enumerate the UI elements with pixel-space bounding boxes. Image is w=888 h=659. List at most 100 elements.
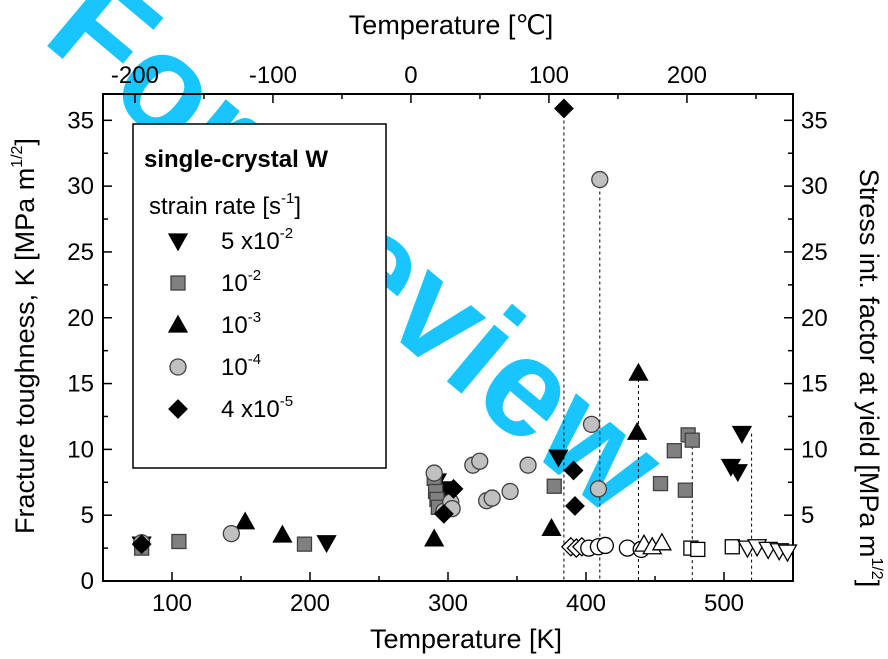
y-axis-label-left-end: ] xyxy=(10,138,40,146)
legend-triangle-up-icon xyxy=(167,314,189,333)
triangle-up-point xyxy=(424,528,445,547)
legend-entry-label: 4 x10-5 xyxy=(221,393,293,423)
y-axis-label-right-end: ] xyxy=(854,580,884,588)
legend-entry-label: 5 x10-2 xyxy=(221,225,293,255)
circle-point xyxy=(591,170,609,189)
y-tick-label-right: 25 xyxy=(801,239,828,266)
data-markers xyxy=(131,98,753,556)
x-tick-label-bottom: 200 xyxy=(290,590,330,617)
square-point xyxy=(171,533,187,550)
y-axis-label-right-sup: 1/2 xyxy=(868,557,885,579)
diamond-point xyxy=(563,460,584,481)
y-tick-label-left: 10 xyxy=(67,436,94,463)
open-triangle-up-point xyxy=(651,532,673,551)
circle-point xyxy=(501,482,519,501)
triangle-down-point xyxy=(731,425,753,444)
legend-entry-exponent: -3 xyxy=(248,309,261,326)
legend-entry-base: 5 x10 xyxy=(221,228,280,255)
open-square-point xyxy=(690,541,706,558)
open-triangle-down-point xyxy=(777,544,798,563)
y-axis-label-left: Fracture toughness, K [MPa m1/2] xyxy=(9,138,40,534)
triangle-up-point xyxy=(626,421,648,440)
y-tick-label-right: 35 xyxy=(801,107,828,134)
circle-point xyxy=(471,452,489,470)
diamond-point xyxy=(433,503,454,524)
circle-point xyxy=(589,480,608,498)
y-tick-label-left: 30 xyxy=(67,173,94,200)
circle-point xyxy=(519,456,537,474)
legend-triangle-down-icon xyxy=(167,233,189,252)
x-tick-label-top: -200 xyxy=(111,62,159,89)
diamond-point xyxy=(565,496,585,516)
square-point xyxy=(677,482,694,498)
x-tick-label-bottom: 100 xyxy=(152,590,192,617)
legend-entry-exponent: -2 xyxy=(248,267,261,284)
diamond-point xyxy=(131,534,152,555)
y-tick-label-left: 0 xyxy=(81,568,94,595)
circle-point xyxy=(222,524,240,543)
legend-subtitle-end: ] xyxy=(294,193,301,220)
legend-diamond-icon xyxy=(168,399,188,419)
y-tick-label-right: 30 xyxy=(801,173,828,200)
triangle-down-point xyxy=(548,449,569,468)
open-markers xyxy=(560,532,798,563)
y-tick-label-left: 15 xyxy=(67,371,94,398)
square-point xyxy=(652,475,669,492)
y-tick-label-right: 5 xyxy=(801,502,814,529)
x-tick-label-bottom: 300 xyxy=(428,590,468,617)
triangle-down-point xyxy=(727,464,748,483)
circle-point xyxy=(483,489,501,507)
square-point xyxy=(666,443,682,459)
legend-title: single-crystal W xyxy=(144,146,328,173)
legend-entry-exponent: -2 xyxy=(280,225,293,242)
triangle-up-point xyxy=(235,511,256,530)
legend-entry-exponent: -5 xyxy=(280,393,293,410)
y-tick-label-left: 5 xyxy=(81,502,94,529)
x-axis-label-bottom: Temperature [K] xyxy=(370,624,562,654)
square-point xyxy=(684,432,700,448)
dashed-guide-lines xyxy=(563,108,753,581)
diamond-point xyxy=(443,478,464,499)
triangle-up-point xyxy=(541,518,562,537)
triangle-up-point xyxy=(628,362,649,381)
open-square-point xyxy=(724,539,740,555)
legend-entries: 5 x10-210-210-310-44 x10-5 xyxy=(167,225,293,423)
legend-entry-label: 10-2 xyxy=(221,267,261,297)
y-axis-label-right-main: Stress int. factor at yield [MPa m xyxy=(854,169,884,558)
y-tick-label-left: 20 xyxy=(67,305,94,332)
legend-circle-icon xyxy=(169,358,187,376)
axis-ticks: 100 200 300 400 500 -200 -100 0 100 200 0 5 10 15 20 25… xyxy=(67,62,827,617)
legend-subtitle-sup: -1 xyxy=(281,190,294,207)
y-tick-label-right: 15 xyxy=(801,371,828,398)
legend-entry-base: 10 xyxy=(221,354,248,381)
y-tick-label-right: 20 xyxy=(801,305,828,332)
square-point xyxy=(296,536,313,552)
diamond-point xyxy=(554,98,574,119)
circle-point xyxy=(582,415,601,434)
triangle-down-point xyxy=(316,535,337,554)
x-tick-label-top: 100 xyxy=(529,62,569,89)
x-tick-label-bottom: 400 xyxy=(566,590,606,617)
legend-entry-label: 10-4 xyxy=(221,351,261,381)
x-axis-label-top: Temperature [℃] xyxy=(349,10,553,40)
x-tick-label-top: 200 xyxy=(667,62,707,89)
legend-entry-base: 10 xyxy=(221,270,248,297)
y-axis-label-right: Stress int. factor at yield [MPa m1/2] xyxy=(854,169,885,587)
open-circle-point xyxy=(596,536,614,555)
y-axis-label-left-main: Fracture toughness, K [MPa m xyxy=(10,168,40,534)
triangle-up-point xyxy=(272,524,293,543)
y-tick-label-left: 25 xyxy=(67,239,94,266)
legend-subtitle: strain rate [s-1] xyxy=(149,190,301,220)
legend-entry-exponent: -4 xyxy=(248,351,261,368)
x-tick-label-bottom: 500 xyxy=(704,590,744,617)
legend-entry-label: 10-3 xyxy=(221,309,261,339)
legend-entry-base: 10 xyxy=(221,312,248,339)
y-tick-label-right: 10 xyxy=(801,436,828,463)
legend: single-crystal W strain rate [s-1] 5 x10… xyxy=(132,123,387,469)
legend-square-icon xyxy=(170,275,186,291)
x-tick-label-top: 0 xyxy=(404,62,417,89)
y-axis-label-left-sup: 1/2 xyxy=(9,145,26,167)
y-tick-label-left: 35 xyxy=(67,107,94,134)
x-tick-label-top: -100 xyxy=(249,62,297,89)
